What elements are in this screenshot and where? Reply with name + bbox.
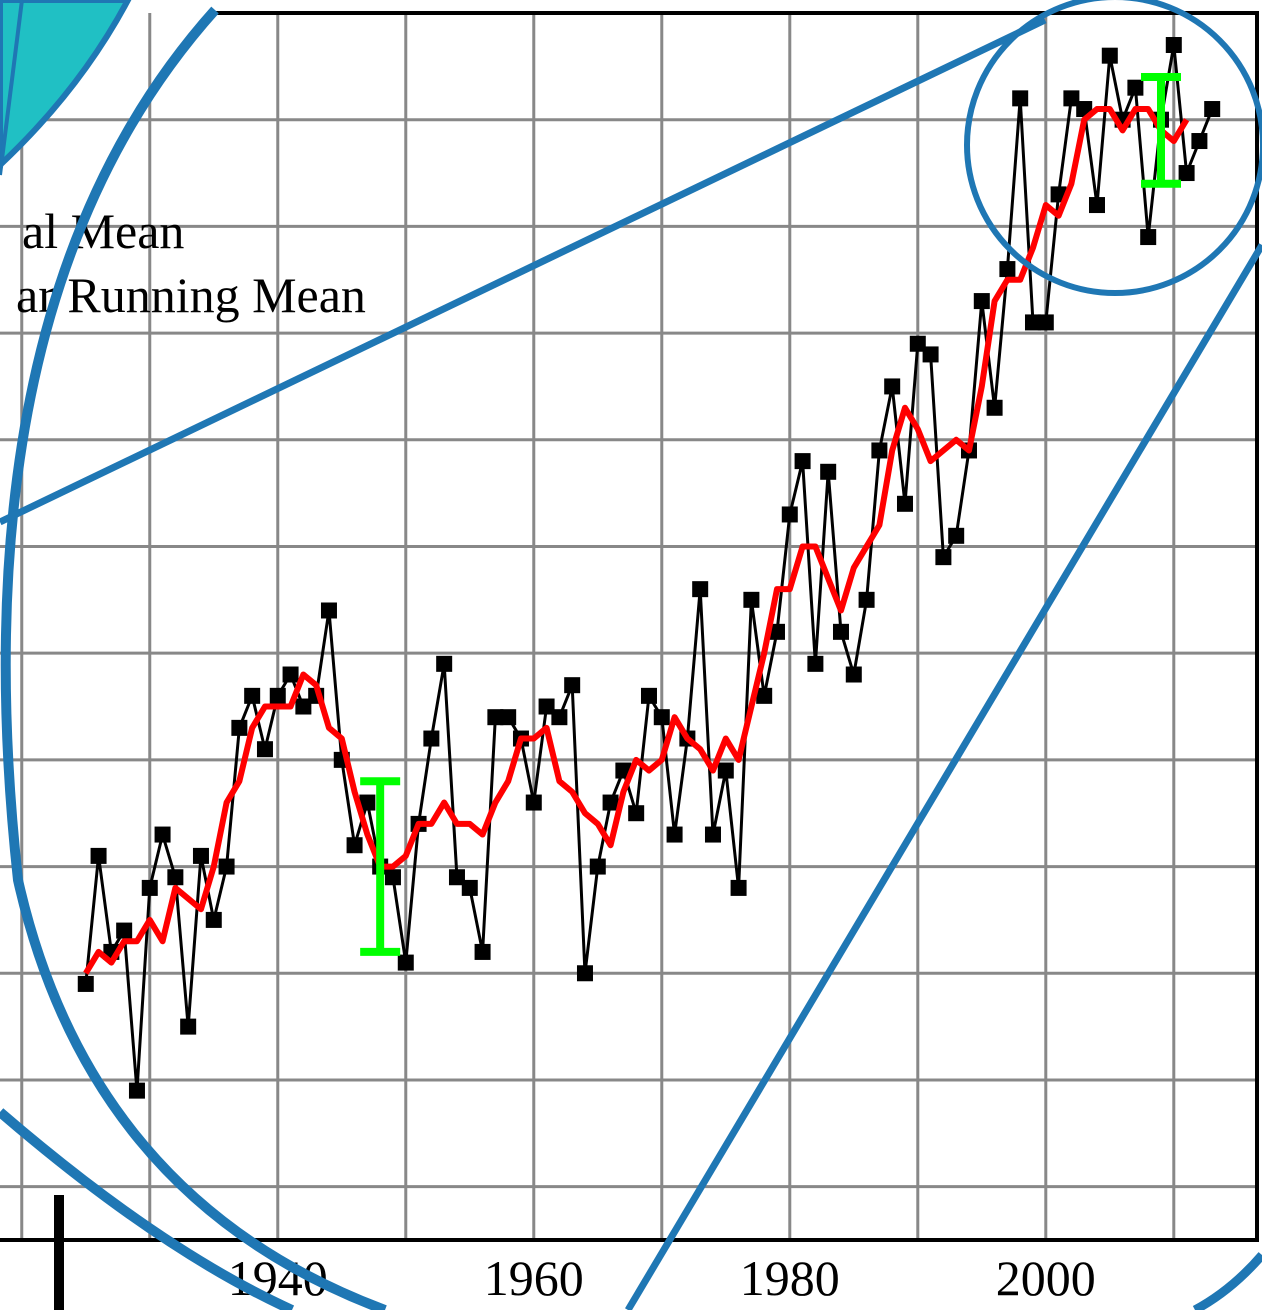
data-point	[320, 602, 337, 619]
deco-arc	[1192, 1252, 1262, 1310]
data-point	[999, 261, 1016, 278]
data-point	[628, 805, 645, 822]
data-point	[807, 655, 824, 672]
data-point	[576, 965, 593, 982]
data-point	[871, 442, 888, 459]
plot-area: 1940 1960 1980 2000	[0, 11, 1259, 1306]
data-point	[832, 623, 849, 640]
data-point	[180, 1018, 197, 1035]
data-point	[167, 869, 184, 886]
deco-arc	[0, 1108, 295, 1310]
data-point	[922, 346, 939, 363]
data-point	[282, 666, 299, 683]
deco-bar	[54, 1195, 64, 1310]
data-point	[564, 677, 581, 694]
data-point	[295, 698, 312, 715]
data-point	[1088, 197, 1105, 214]
data-point	[500, 709, 517, 726]
data-point	[909, 335, 926, 352]
data-point	[474, 943, 491, 960]
data-point	[525, 794, 542, 811]
data-point	[768, 623, 785, 640]
data-point	[244, 687, 261, 704]
data-point	[128, 1082, 145, 1099]
data-point	[653, 709, 670, 726]
data-point	[640, 687, 657, 704]
data-point	[448, 869, 465, 886]
data-point	[538, 698, 555, 715]
data-point	[756, 687, 773, 704]
data-point	[589, 858, 606, 875]
data-point	[397, 954, 414, 971]
data-point	[423, 730, 440, 747]
data-point	[973, 293, 990, 310]
data-point	[986, 399, 1003, 416]
data-point	[704, 826, 721, 843]
data-point	[1037, 314, 1054, 331]
data-point	[948, 527, 965, 544]
x-tick-label: 1980	[740, 1250, 840, 1306]
data-point	[884, 378, 901, 395]
data-point	[218, 858, 235, 875]
data-point	[231, 719, 248, 736]
data-point	[717, 762, 734, 779]
data-point	[1063, 90, 1080, 107]
data-point	[896, 495, 913, 512]
legend-label: ar Running Mean	[16, 267, 366, 323]
deco-line	[0, 16, 1047, 526]
x-tick-label: 1960	[484, 1250, 584, 1306]
data-point	[602, 794, 619, 811]
plot-frame	[0, 11, 1259, 1242]
data-point	[551, 709, 568, 726]
x-tick-label: 2000	[996, 1250, 1096, 1306]
data-point	[935, 549, 952, 566]
data-point	[743, 591, 760, 608]
data-point	[384, 869, 401, 886]
legend-label: al Mean	[22, 203, 184, 259]
data-point	[116, 922, 133, 939]
data-point	[205, 911, 222, 928]
data-point	[256, 741, 273, 758]
data-point	[666, 826, 683, 843]
data-point	[1191, 133, 1208, 150]
data-point	[845, 666, 862, 683]
data-point	[1101, 47, 1118, 64]
data-point	[1127, 79, 1144, 96]
data-point	[1165, 37, 1182, 54]
series-line	[83, 106, 1190, 975]
data-point	[1140, 229, 1157, 246]
data-point	[692, 581, 709, 598]
data-point	[794, 453, 811, 470]
data-point	[487, 709, 504, 726]
data-point	[141, 879, 158, 896]
data-point	[1204, 101, 1221, 118]
deco-arc	[0, 6, 387, 1310]
series-line	[84, 43, 1214, 1093]
data-point	[436, 655, 453, 672]
error-bar	[360, 777, 401, 956]
data-point	[346, 837, 363, 854]
teal-shape	[0, 0, 132, 170]
data-point	[359, 794, 376, 811]
deco-line	[0, 0, 24, 176]
data-point	[461, 879, 478, 896]
data-point	[1012, 90, 1029, 107]
data-point	[1178, 165, 1195, 182]
deco-circle	[964, 0, 1262, 296]
data-point	[269, 687, 286, 704]
data-point	[154, 826, 171, 843]
error-bar	[1140, 73, 1181, 188]
data-point	[858, 591, 875, 608]
data-point	[1024, 314, 1041, 331]
data-point	[192, 847, 209, 864]
deco-line	[624, 243, 1262, 1310]
data-point	[820, 463, 837, 480]
data-point	[781, 506, 798, 523]
data-point	[90, 847, 107, 864]
data-point	[77, 975, 94, 992]
data-point	[730, 879, 747, 896]
